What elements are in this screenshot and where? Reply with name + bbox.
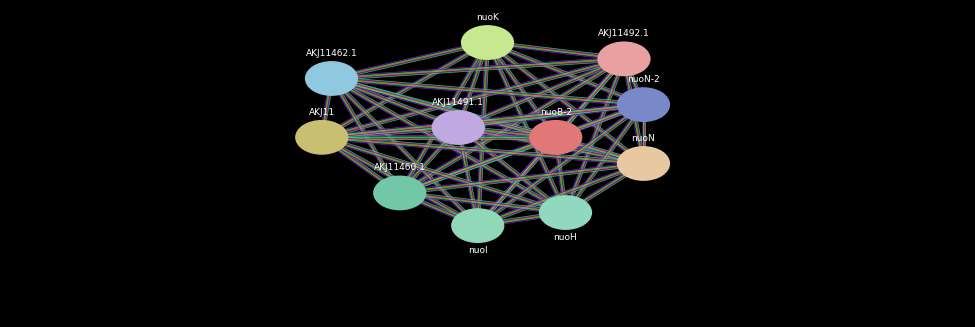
Ellipse shape <box>617 87 670 122</box>
Ellipse shape <box>529 120 582 155</box>
Ellipse shape <box>617 146 670 181</box>
Text: AKJ11: AKJ11 <box>309 108 334 117</box>
Text: nuoN-2: nuoN-2 <box>627 75 660 84</box>
Text: AKJ11462.1: AKJ11462.1 <box>305 49 358 58</box>
Ellipse shape <box>451 208 504 243</box>
Ellipse shape <box>432 110 485 145</box>
Text: nuoN: nuoN <box>632 134 655 143</box>
Text: nuoH: nuoH <box>554 233 577 242</box>
Text: AKJ11460.1: AKJ11460.1 <box>373 164 426 172</box>
Ellipse shape <box>373 176 426 210</box>
Text: AKJ11492.1: AKJ11492.1 <box>598 29 650 38</box>
Text: nuoI: nuoI <box>468 246 488 255</box>
Ellipse shape <box>461 25 514 60</box>
Ellipse shape <box>305 61 358 96</box>
Ellipse shape <box>539 195 592 230</box>
Text: AKJ11491.1: AKJ11491.1 <box>432 98 485 107</box>
Ellipse shape <box>598 42 650 76</box>
Text: nuoK: nuoK <box>476 13 499 22</box>
Ellipse shape <box>295 120 348 155</box>
Text: nuoB-2: nuoB-2 <box>540 108 571 117</box>
